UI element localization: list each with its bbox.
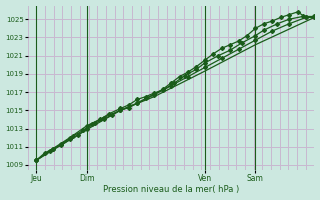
X-axis label: Pression niveau de la mer( hPa ): Pression niveau de la mer( hPa ) [103,185,239,194]
